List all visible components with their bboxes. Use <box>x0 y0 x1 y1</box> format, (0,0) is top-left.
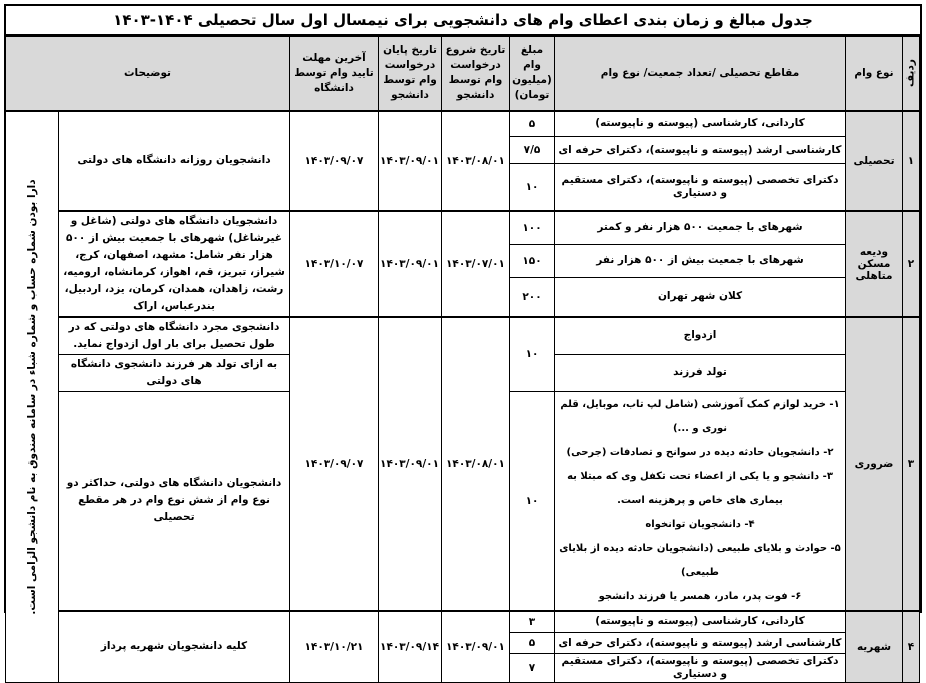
col-header-amount: مبلغ وام (میلیون تومان) <box>509 36 555 111</box>
side-note-text: دارا بودن شماره حساب و شماره شباء در سام… <box>26 179 38 615</box>
end-date-cell: ۱۴۰۳/۰۹/۱۴ <box>378 609 442 683</box>
amount-cell: ۷/۵ <box>509 136 555 164</box>
table-row: ۱ تحصیلی کاردانی، کارشناسی (پیوسته و ناپ… <box>5 109 920 683</box>
emergency-case-item: ۲- دانشجویان حادثه دیده در سوانح و تصادف… <box>566 446 834 458</box>
col-header-loan-type: نوع وام <box>845 36 903 111</box>
table-row: کلان شهر تهران ۲۰۰ <box>6 276 920 318</box>
col-header-row-number: ردیف <box>902 36 920 111</box>
table-row: ۴ شهریه کاردانی، کارشناسی (پیوسته و ناپی… <box>6 609 920 683</box>
amount-cell: ۱۵۰ <box>509 244 555 278</box>
level-cell: شهرهای با جمعیت بیش از ۵۰۰ هزار نفر <box>554 244 846 278</box>
note-cell: کلیه دانشجویان شهریه پرداز <box>58 609 290 683</box>
loan-schedule-document: جدول مبالغ و زمان بندی اعطای وام های دان… <box>4 4 922 683</box>
amount-cell: ۳ <box>509 609 555 633</box>
amount-cell: ۵ <box>509 632 555 654</box>
row-number-cell: ۲ <box>902 209 920 317</box>
amount-cell: ۷ <box>509 653 555 683</box>
amount-cell: ۱۰ <box>509 163 555 211</box>
amount-cell: ۱۰ <box>509 315 555 392</box>
level-cell: کاردانی، کارشناسی (پیوسته و ناپیوسته) <box>554 109 846 137</box>
row-number-cell: ۳ <box>902 315 920 611</box>
amount-cell: ۲۰۰ <box>509 276 555 318</box>
emergency-case-item: ۵- حوادث و بلایای طبیعی (دانشجویان حادثه… <box>559 542 841 578</box>
level-cell: کلان شهر تهران <box>554 276 846 318</box>
table-row: ۱- خرید لوازم کمک آموزشی (شامل لپ تاب، م… <box>6 390 920 611</box>
table-row: شهرهای با جمعیت بیش از ۵۰۰ هزار نفر ۱۵۰ <box>6 244 920 278</box>
deadline-cell: ۱۴۰۳/۰۹/۰۷ <box>289 315 379 611</box>
side-note-cell: دارا بودن شماره حساب و شماره شباء در سام… <box>5 109 59 683</box>
level-cell: دکترای تخصصی (پیوسته و ناپیوسته)، دکترای… <box>554 163 846 211</box>
table-row: تولد فرزند به ازای تولد هر فرزند دانشجوی… <box>6 353 920 392</box>
start-date-cell: ۱۴۰۳/۰۸/۰۱ <box>441 315 510 611</box>
level-cell: دکترای تخصصی (پیوسته و ناپیوسته)، دکترای… <box>554 653 846 683</box>
amount-cell: ۱۰۰ <box>509 209 555 246</box>
note-cell: دانشجویان دانشگاه های دولتی (شاغل و غیرش… <box>58 209 290 317</box>
end-date-cell: ۱۴۰۳/۰۹/۰۱ <box>378 109 442 211</box>
emergency-case-item: ۳- دانشجو و یا یکی از اعضاء تحت تکفل وی … <box>567 470 833 506</box>
col-header-start-date: تاریخ شروع درخواست وام توسط دانشجو <box>441 36 510 111</box>
document-page: جدول مبالغ و زمان بندی اعطای وام های دان… <box>4 4 922 683</box>
start-date-cell: ۱۴۰۳/۰۹/۰۱ <box>441 609 510 683</box>
loan-type-cell: ودیعه مسکن متاهلی <box>845 209 903 317</box>
table-header-row: ردیف نوع وام مقاطع تحصیلی /تعداد جمعیت/ … <box>5 36 920 111</box>
emergency-case-item: ۴- دانشجویان توانخواه <box>645 518 755 530</box>
start-date-cell: ۱۴۰۳/۰۷/۰۱ <box>441 209 510 317</box>
table-row: کارشناسی ارشد (پیوسته و ناپیوسته)، دکترا… <box>6 136 920 164</box>
note-cell: دانشجویان روزانه دانشگاه های دولتی <box>58 109 290 211</box>
emergency-case-item: ۱- خرید لوازم کمک آموزشی (شامل لپ تاب، م… <box>560 398 840 434</box>
note-cell-child-birth: به ازای تولد هر فرزند دانشجوی دانشگاه ها… <box>58 353 290 392</box>
loan-table: ردیف نوع وام مقاطع تحصیلی /تعداد جمعیت/ … <box>5 36 920 683</box>
level-cell: کارشناسی ارشد (پیوسته و ناپیوسته)، دکترا… <box>554 632 846 654</box>
start-date-cell: ۱۴۰۳/۰۸/۰۱ <box>441 109 510 211</box>
level-cell: کاردانی، کارشناسی (پیوسته و ناپیوسته) <box>554 609 846 633</box>
deadline-cell: ۱۴۰۳/۰۹/۰۷ <box>289 109 379 211</box>
emergency-cases-cell: ۱- خرید لوازم کمک آموزشی (شامل لپ تاب، م… <box>554 390 846 611</box>
loan-type-cell: تحصیلی <box>845 109 903 211</box>
row-number-header-label: ردیف <box>904 59 917 88</box>
amount-cell: ۱۰ <box>509 390 555 611</box>
loan-type-cell: شهریه <box>845 609 903 683</box>
col-header-levels: مقاطع تحصیلی /تعداد جمعیت/ نوع وام <box>554 36 846 111</box>
end-date-cell: ۱۴۰۳/۰۹/۰۱ <box>378 209 442 317</box>
level-cell-marriage: ازدواج <box>554 315 846 355</box>
row-number-cell: ۱ <box>902 109 920 211</box>
deadline-cell: ۱۴۰۳/۱۰/۰۷ <box>289 209 379 317</box>
table-row: ۲ ودیعه مسکن متاهلی شهرهای با جمعیت ۵۰۰ … <box>6 209 920 317</box>
document-title: جدول مبالغ و زمان بندی اعطای وام های دان… <box>6 6 920 36</box>
loan-type-cell: ضروری <box>845 315 903 611</box>
level-cell-child-birth: تولد فرزند <box>554 353 846 392</box>
emergency-case-item: ۶- فوت پدر، مادر، همسر یا فرزند دانشجو <box>598 590 802 602</box>
end-date-cell: ۱۴۰۳/۰۹/۰۱ <box>378 315 442 611</box>
note-cell-marriage: دانشجوی مجرد دانشگاه های دولتی که در طول… <box>58 315 290 355</box>
level-cell: کارشناسی ارشد (پیوسته و ناپیوسته)، دکترا… <box>554 136 846 164</box>
col-header-approval-deadline: آخرین مهلت تایید وام توسط دانشگاه <box>289 36 379 111</box>
amount-cell: ۵ <box>509 109 555 137</box>
deadline-cell: ۱۴۰۳/۱۰/۲۱ <box>289 609 379 683</box>
row-number-cell: ۴ <box>902 609 920 683</box>
table-row: ۳ ضروری ازدواج ۱۰ ۱۴۰۳/۰۸/۰۱ ۱۴۰۳/۰۹/۰۱ … <box>6 315 920 611</box>
note-cell: دانشجویان دانشگاه های دولتی، حداکثر دو ن… <box>58 390 290 611</box>
col-header-end-date: تاریخ پایان درخواست وام توسط دانشجو <box>378 36 442 111</box>
col-header-notes: توضیحات <box>5 36 290 111</box>
level-cell: شهرهای با جمعیت ۵۰۰ هزار نفر و کمتر <box>554 209 846 246</box>
